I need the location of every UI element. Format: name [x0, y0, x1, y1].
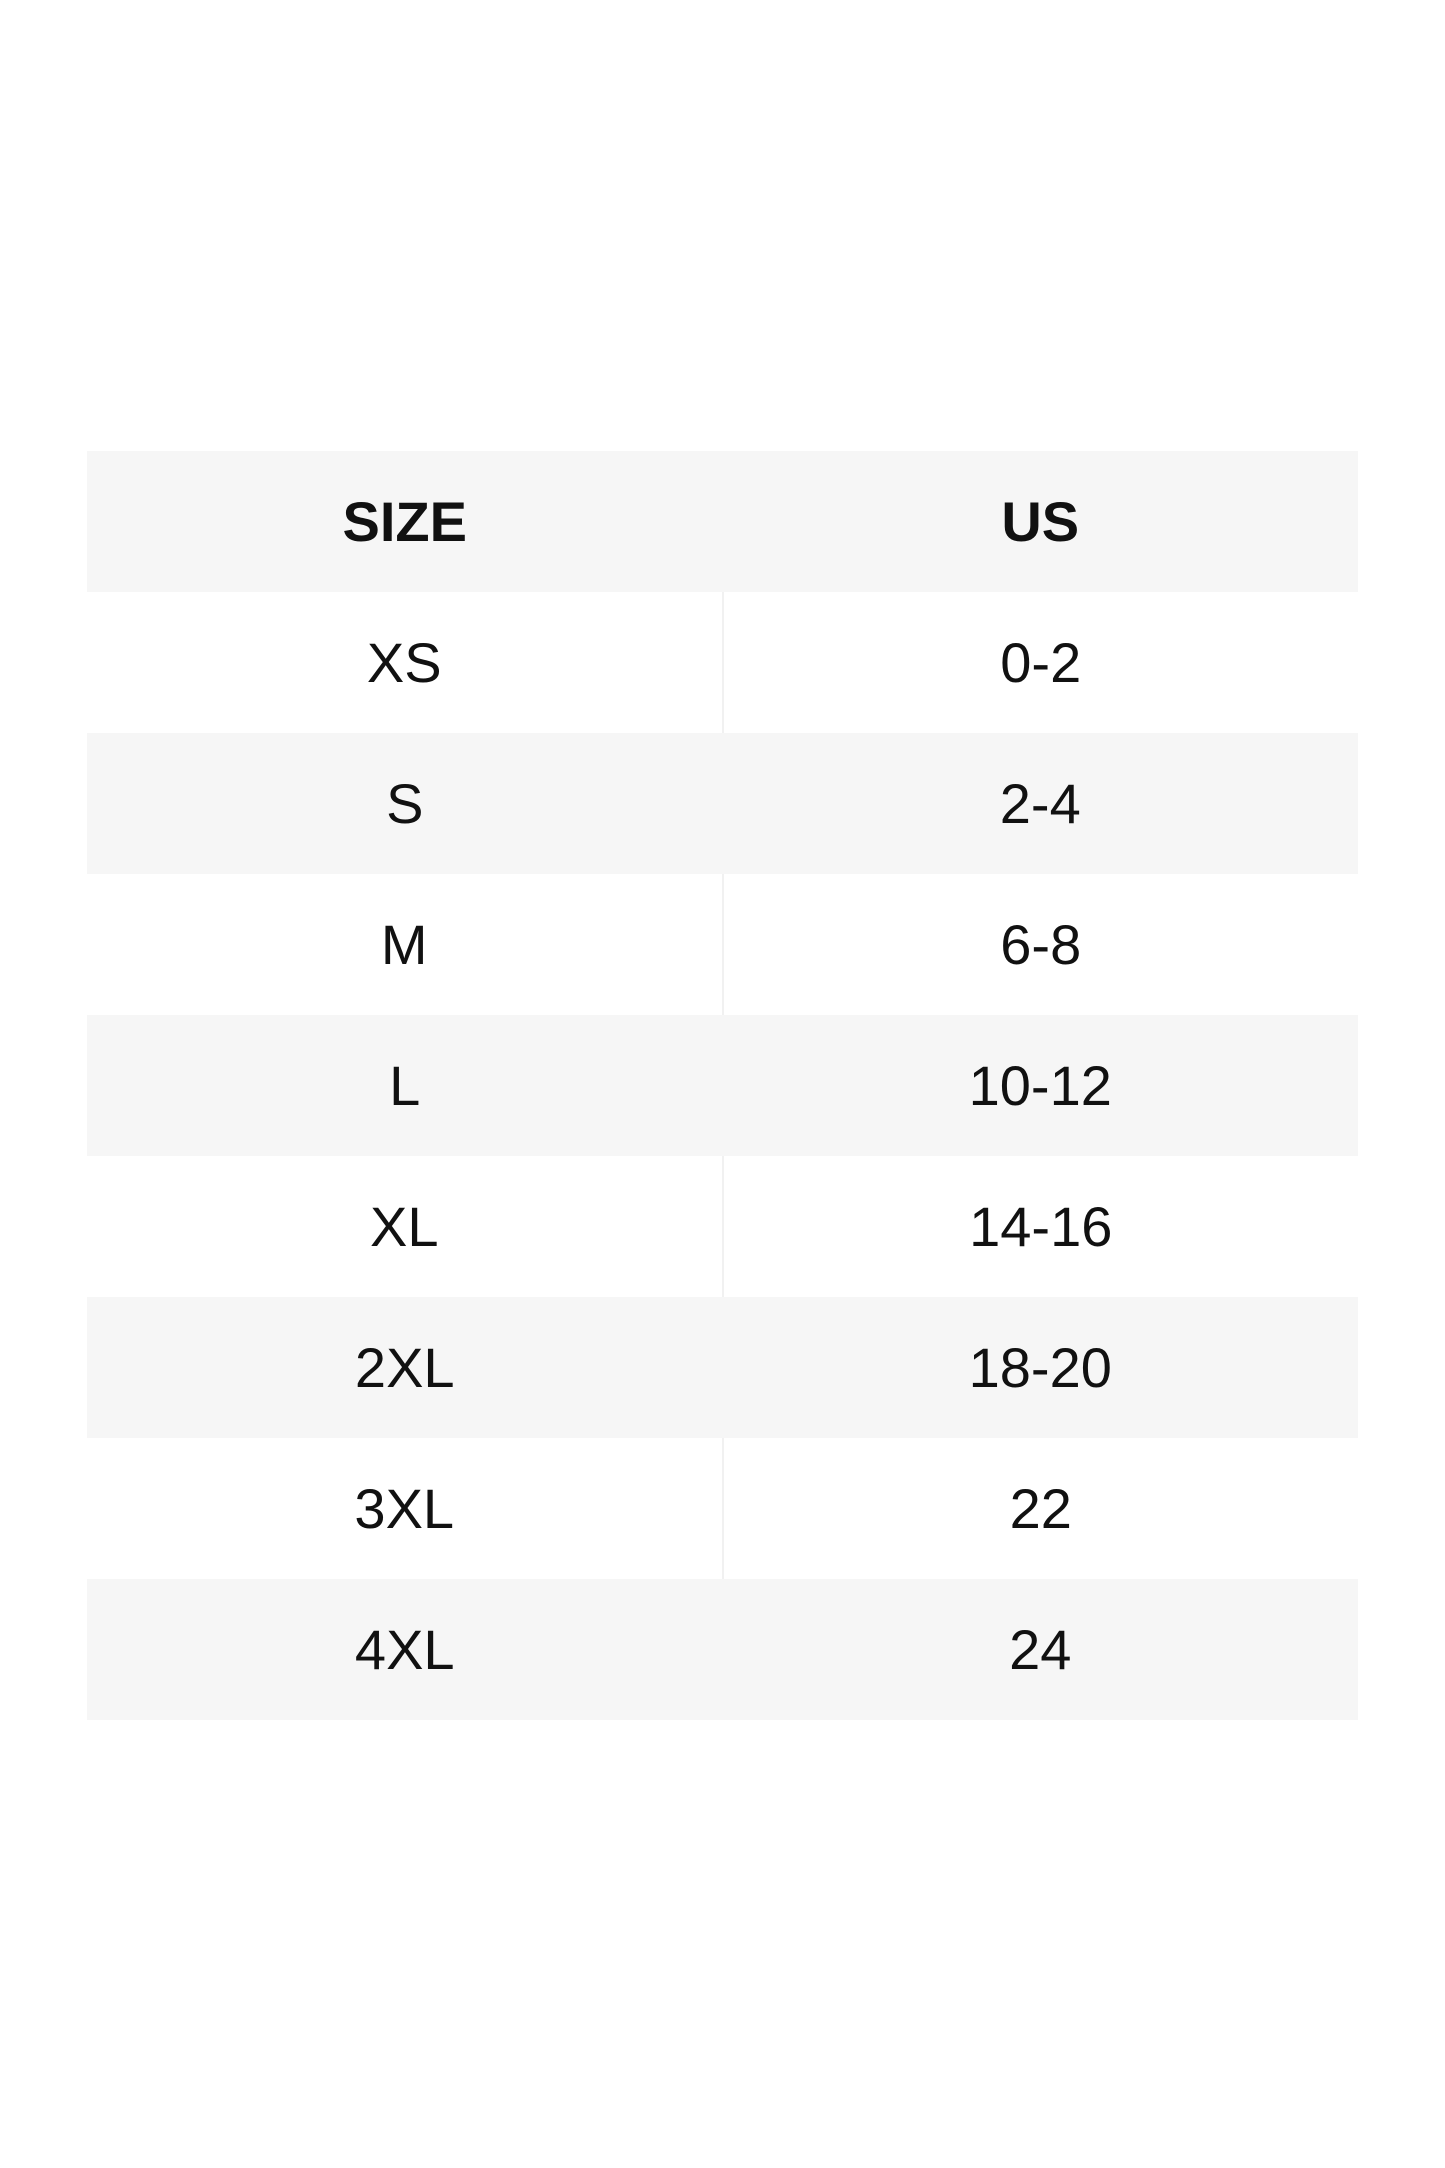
us-size-cell: 2-4 — [722, 733, 1358, 874]
table-body: XS 0-2 S 2-4 M 6-8 L 10-12 XL 14-16 2XL 18-20 3XL 22 4… — [87, 592, 1358, 1720]
header-cell: US — [722, 451, 1358, 592]
size-cell: XL — [87, 1156, 724, 1297]
us-size-cell: 6-8 — [1000, 913, 1082, 976]
size-cell: L — [87, 1015, 723, 1156]
us-size-cell: 22 — [1009, 1477, 1072, 1540]
size-table: SIZE US XS 0-2 S 2-4 M 6-8 L 10-12 XL 14-16 2XL 18-… — [87, 451, 1358, 1720]
table-row: XL 14-16 — [87, 1156, 1358, 1297]
table-row: 2XL 18-20 — [87, 1297, 1358, 1438]
header-cell: SIZE — [87, 451, 723, 592]
header-row: SIZE US — [87, 451, 1358, 592]
size-cell: 3XL — [87, 1438, 724, 1579]
us-size-cell: 24 — [722, 1579, 1358, 1720]
us-size-cell: 0-2 — [1000, 631, 1082, 694]
us-size-cell: 18-20 — [722, 1297, 1358, 1438]
table-row: XS 0-2 — [87, 592, 1358, 733]
table-row: L 10-12 — [87, 1015, 1358, 1156]
size-cell: XS — [87, 592, 724, 733]
us-size-cell: 10-12 — [722, 1015, 1358, 1156]
us-size-cell: 14-16 — [969, 1195, 1113, 1258]
table-row: S 2-4 — [87, 733, 1358, 874]
size-cell: 2XL — [87, 1297, 723, 1438]
size-cell: 4XL — [87, 1579, 723, 1720]
table-header: SIZE US — [87, 451, 1358, 592]
table-row: 4XL 24 — [87, 1579, 1358, 1720]
size-cell: M — [87, 874, 724, 1015]
table-row: M 6-8 — [87, 874, 1358, 1015]
table-row: 3XL 22 — [87, 1438, 1358, 1579]
size-cell: S — [87, 733, 723, 874]
